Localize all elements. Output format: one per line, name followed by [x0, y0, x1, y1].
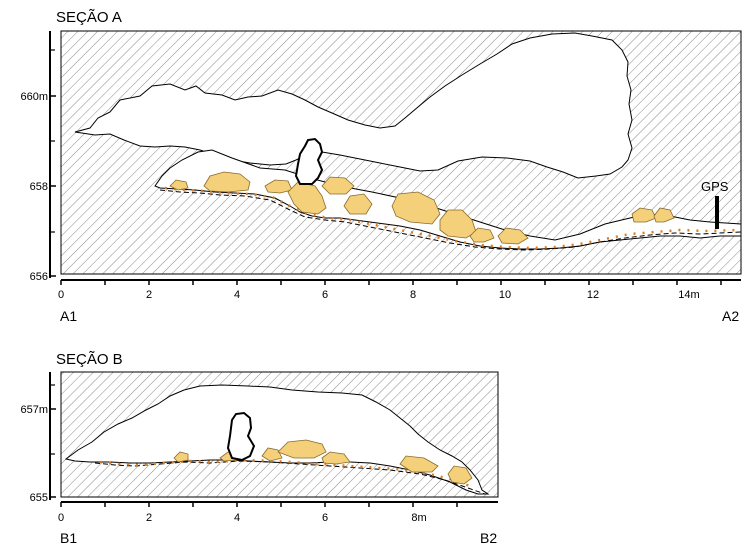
- boulder: [321, 451, 351, 465]
- section-b-y-axis: 657m 655: [20, 372, 56, 504]
- section-a-cave-void: [74, 32, 633, 179]
- section-a-boulders: [169, 171, 675, 245]
- section-a-end-label: A2: [722, 308, 739, 324]
- boulder: [203, 171, 251, 193]
- x-tick-label: 10: [499, 289, 511, 301]
- x-tick-label: 4: [234, 289, 240, 301]
- boulder: [343, 193, 373, 215]
- section-b-x-axis: 0 2 4 6 8m: [58, 501, 498, 524]
- section-b-floor-dashed: [94, 460, 486, 495]
- boulder: [391, 191, 441, 225]
- boulder: [321, 176, 355, 195]
- boulder: [497, 227, 529, 245]
- boulder: [469, 227, 495, 243]
- section-a-y-axis: 660m 658 656: [20, 31, 56, 283]
- x-tick-label: 0: [58, 289, 64, 301]
- gps-label: GPS: [701, 179, 729, 194]
- boulder: [447, 465, 473, 485]
- person-silhouette: [226, 411, 256, 462]
- x-tick-label: 8m: [411, 512, 426, 524]
- y-tick-label: 658: [30, 181, 48, 193]
- section-a-profile: [61, 31, 741, 274]
- section-a-x-axis: 0 2 4 6 8 10 12 14m: [58, 279, 741, 301]
- section-b-frame: [60, 371, 499, 498]
- boulder: [261, 447, 283, 462]
- section-a-title: SEÇÃO A: [56, 9, 122, 26]
- y-tick-label: 657m: [20, 404, 48, 416]
- section-a-frame: [60, 30, 742, 275]
- x-tick-label: 4: [234, 512, 240, 524]
- section-b-boulders: [173, 439, 473, 485]
- x-tick-label: 12: [587, 289, 599, 301]
- section-b: SEÇÃO B 657m 655: [20, 351, 499, 546]
- gps-marker: [715, 196, 719, 229]
- x-tick-label: 6: [322, 512, 328, 524]
- section-b-title: SEÇÃO B: [56, 351, 123, 368]
- boulder: [653, 207, 675, 223]
- x-tick-label: 14m: [678, 289, 699, 301]
- boulder: [169, 179, 189, 191]
- person-silhouette: [294, 137, 324, 185]
- y-tick-label: 655: [30, 492, 48, 504]
- section-a: SEÇÃO A: [20, 9, 742, 324]
- section-b-start-label: B1: [60, 530, 77, 546]
- x-tick-label: 0: [58, 512, 64, 524]
- section-b-end-label: B2: [480, 530, 497, 546]
- boulder: [173, 451, 189, 463]
- x-tick-label: 6: [322, 289, 328, 301]
- section-a-start-label: A1: [60, 308, 77, 324]
- x-tick-label: 2: [146, 289, 152, 301]
- boulder: [399, 455, 439, 473]
- y-tick-label: 656: [30, 271, 48, 283]
- section-a-floor-dashed: [159, 189, 741, 251]
- x-tick-label: 2: [146, 512, 152, 524]
- boulder: [277, 439, 327, 459]
- x-tick-label: 8: [410, 289, 416, 301]
- y-tick-label: 660m: [20, 91, 48, 103]
- section-b-profile: [61, 372, 498, 497]
- section-a-sediment-dots: [164, 186, 741, 250]
